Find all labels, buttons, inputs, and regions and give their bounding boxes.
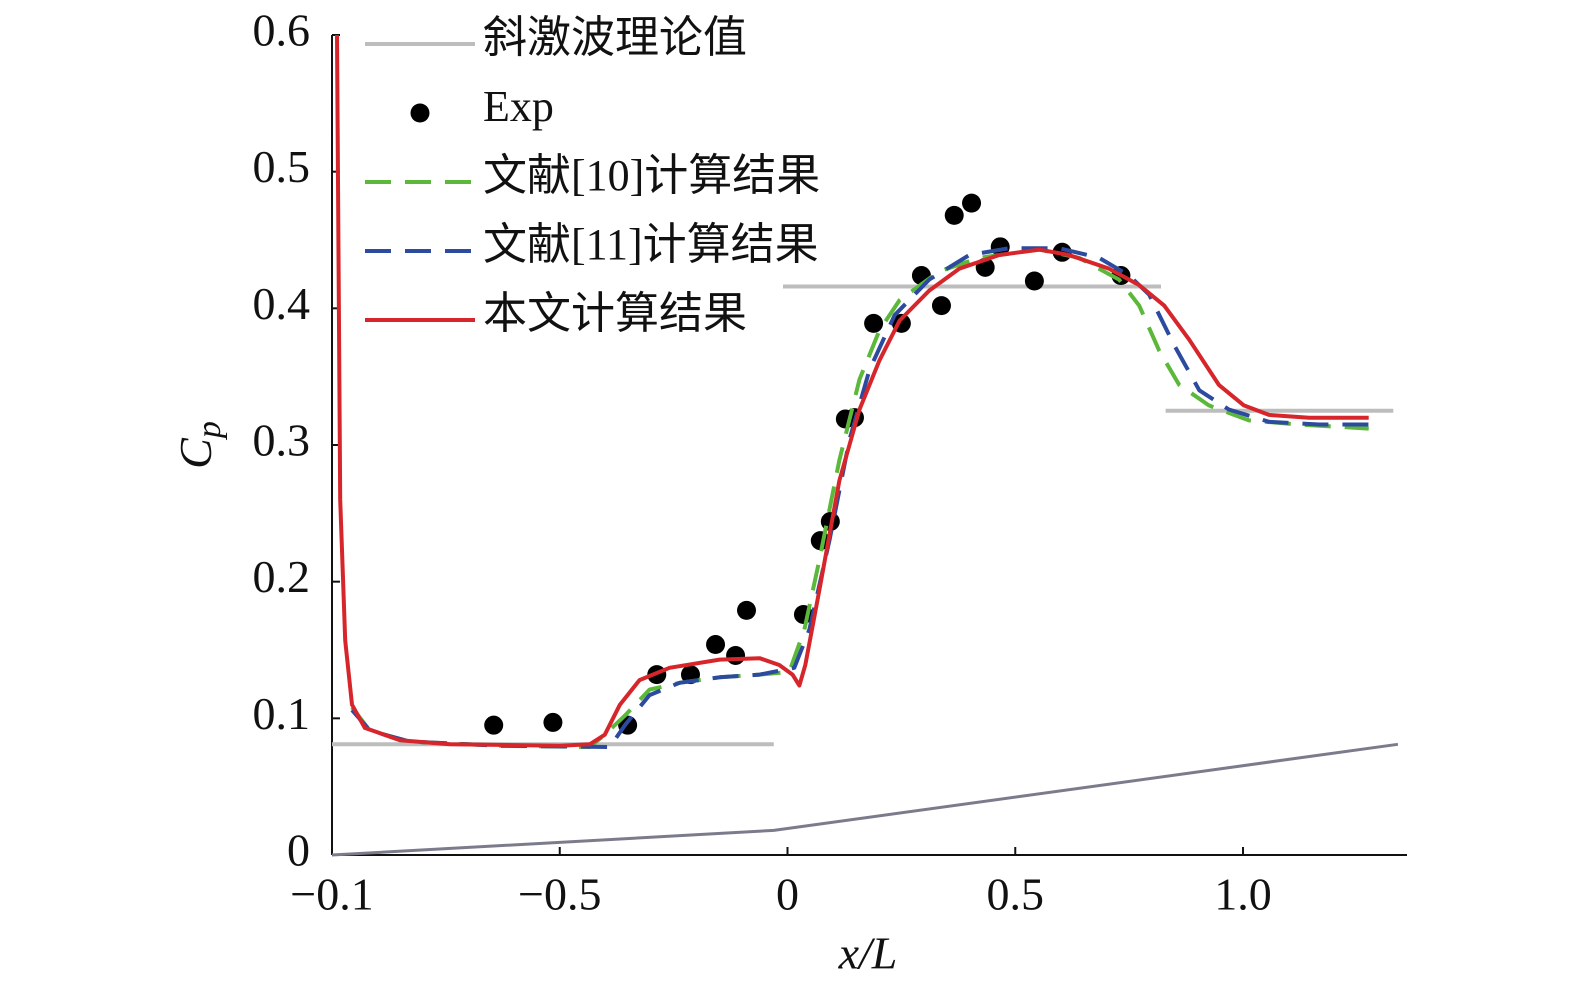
data-point xyxy=(543,712,563,732)
y-tick-label: 0.6 xyxy=(253,5,311,56)
y-axis-label-group: Cp xyxy=(170,421,228,469)
data-point xyxy=(737,600,757,620)
y-axis-label: Cp xyxy=(170,421,228,469)
legend-label: 文献[10]计算结果 xyxy=(483,151,820,200)
y-tick-label: 0.5 xyxy=(253,141,311,192)
legend-marker xyxy=(410,103,430,123)
x-tick-label: 1.0 xyxy=(1214,869,1272,920)
series-line xyxy=(350,247,1369,749)
y-axis-label-sub: p xyxy=(191,421,228,440)
x-tick-label: 0 xyxy=(776,869,799,920)
legend-label: 斜激波理论值 xyxy=(483,13,747,62)
data-point xyxy=(962,193,982,213)
x-tick-label: 0.5 xyxy=(987,869,1045,920)
y-tick-label: 0.2 xyxy=(253,551,311,602)
data-point xyxy=(1024,271,1044,291)
series-line xyxy=(350,246,1374,749)
legend-label: 本文计算结果 xyxy=(483,289,747,338)
data-point xyxy=(484,715,504,735)
data-point xyxy=(706,635,726,655)
legend-label: Exp xyxy=(483,82,554,131)
x-tick-label: −0.5 xyxy=(518,869,601,920)
y-tick-label: 0 xyxy=(287,825,310,876)
y-tick-label: 0.3 xyxy=(253,415,311,466)
x-axis-label: x/L xyxy=(838,928,898,979)
data-point xyxy=(931,296,951,316)
data-point xyxy=(864,313,884,333)
data-point xyxy=(944,205,964,225)
series-line xyxy=(335,34,1369,748)
y-tick-label: 0.1 xyxy=(253,688,311,739)
y-axis-label-base: C xyxy=(170,437,221,469)
data-point xyxy=(726,645,746,665)
legend-label: 文献[11]计算结果 xyxy=(483,220,819,269)
x-tick-label: −0.1 xyxy=(290,869,373,920)
y-tick-label: 0.4 xyxy=(253,278,311,329)
series-line xyxy=(331,742,1399,857)
